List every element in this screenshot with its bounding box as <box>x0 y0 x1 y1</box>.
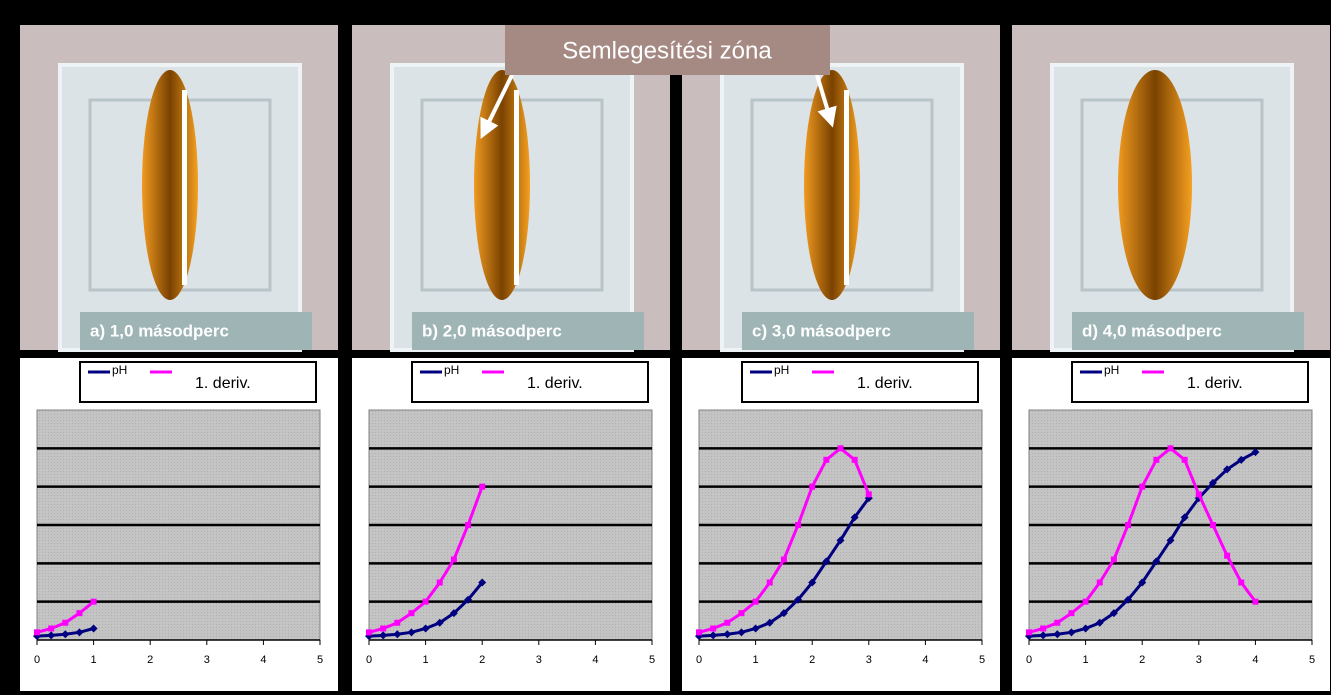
zone-bar <box>844 90 849 285</box>
point <box>809 484 815 490</box>
point <box>1097 580 1103 586</box>
point <box>738 610 744 616</box>
point <box>1224 553 1230 559</box>
chart-title: a) 1,0 másodperc <box>90 321 229 340</box>
point <box>753 599 759 605</box>
legend-label: 1. deriv. <box>195 375 251 392</box>
seed <box>474 70 530 300</box>
x-tick-label: 5 <box>317 654 323 666</box>
x-tick-label: 3 <box>866 654 872 666</box>
point <box>76 610 82 616</box>
point <box>1083 599 1089 605</box>
point <box>1196 491 1202 497</box>
point <box>465 522 471 528</box>
x-tick-label: 3 <box>536 654 542 666</box>
x-tick-label: 5 <box>979 654 985 666</box>
point <box>1238 580 1244 586</box>
legend-label: 1. deriv. <box>1187 375 1243 392</box>
point <box>1210 522 1216 528</box>
seed <box>1118 70 1192 300</box>
point <box>1153 457 1159 463</box>
x-tick-label: 1 <box>1083 654 1089 666</box>
annotation: Semlegesítési zóna <box>562 37 772 64</box>
x-tick-label: 0 <box>34 654 40 666</box>
point <box>1068 610 1074 616</box>
legend-label: 1. deriv. <box>857 375 913 392</box>
point <box>479 484 485 490</box>
point <box>1026 629 1032 635</box>
legend-label: pH <box>112 363 127 377</box>
point <box>795 522 801 528</box>
point <box>1168 445 1174 451</box>
point <box>1040 626 1046 632</box>
figure: 0 1 2 3 4 5 a) 1,0 másodperc pH 1. deriv. 0 1 2 3 4 5 b… <box>0 0 1331 695</box>
point <box>394 620 400 626</box>
legend-label: pH <box>444 363 459 377</box>
point <box>62 620 68 626</box>
x-tick-label: 2 <box>479 654 485 666</box>
x-tick-label: 1 <box>753 654 759 666</box>
point <box>1054 620 1060 626</box>
x-tick-label: 2 <box>809 654 815 666</box>
legend-label: pH <box>1104 363 1119 377</box>
point <box>366 629 372 635</box>
legend-label: 1. deriv. <box>527 375 583 392</box>
seed <box>142 70 198 300</box>
x-tick-label: 1 <box>91 654 97 666</box>
point <box>48 626 54 632</box>
point <box>823 457 829 463</box>
zone-bar <box>182 90 187 285</box>
chart-title: b) 2,0 másodperc <box>422 321 562 340</box>
chart-title: d) 4,0 másodperc <box>1082 321 1222 340</box>
chart-title: c) 3,0 másodperc <box>752 321 891 340</box>
point <box>380 626 386 632</box>
point <box>1252 599 1258 605</box>
point <box>451 557 457 563</box>
x-tick-label: 2 <box>147 654 153 666</box>
point <box>767 580 773 586</box>
legend-label: pH <box>774 363 789 377</box>
x-tick-label: 3 <box>1196 654 1202 666</box>
point <box>34 629 40 635</box>
x-tick-label: 4 <box>1252 654 1258 666</box>
point <box>437 580 443 586</box>
x-tick-label: 4 <box>592 654 598 666</box>
point <box>710 626 716 632</box>
point <box>838 445 844 451</box>
seed <box>804 70 860 300</box>
x-tick-label: 2 <box>1139 654 1145 666</box>
point <box>91 599 97 605</box>
point <box>423 599 429 605</box>
point <box>1182 457 1188 463</box>
point <box>724 620 730 626</box>
point <box>1139 484 1145 490</box>
zone-bar <box>514 90 519 285</box>
x-tick-label: 5 <box>649 654 655 666</box>
x-tick-label: 0 <box>366 654 372 666</box>
point <box>866 491 872 497</box>
x-tick-label: 5 <box>1309 654 1315 666</box>
point <box>1111 557 1117 563</box>
point <box>696 629 702 635</box>
x-tick-label: 1 <box>423 654 429 666</box>
point <box>852 457 858 463</box>
x-tick-label: 3 <box>204 654 210 666</box>
point <box>1125 522 1131 528</box>
point <box>408 610 414 616</box>
x-tick-label: 4 <box>922 654 928 666</box>
x-tick-label: 0 <box>696 654 702 666</box>
point <box>781 557 787 563</box>
x-tick-label: 0 <box>1026 654 1032 666</box>
x-tick-label: 4 <box>260 654 266 666</box>
